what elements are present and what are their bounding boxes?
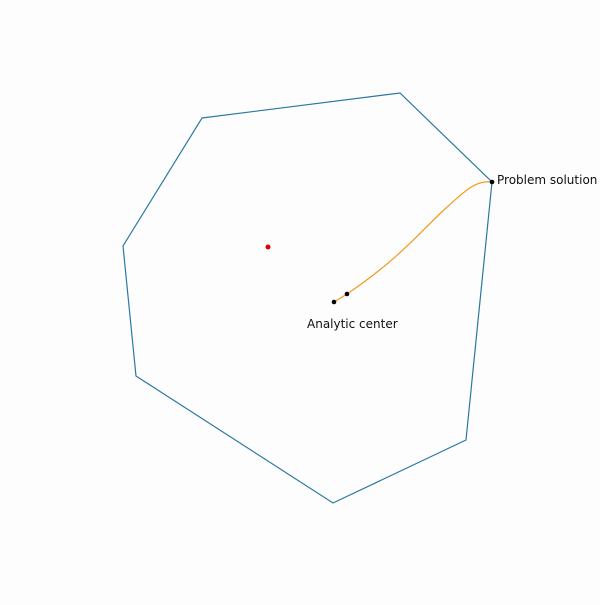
analytic-center-label: Analytic center xyxy=(307,317,398,331)
central-path-curve xyxy=(333,181,493,303)
analytic-center-point xyxy=(331,299,337,305)
path-point xyxy=(344,291,350,297)
problem-solution-label: Problem solution xyxy=(497,173,597,187)
start-point-marker xyxy=(265,244,271,250)
problem-solution-point xyxy=(489,179,495,185)
feasible-region-polygon xyxy=(122,92,493,504)
